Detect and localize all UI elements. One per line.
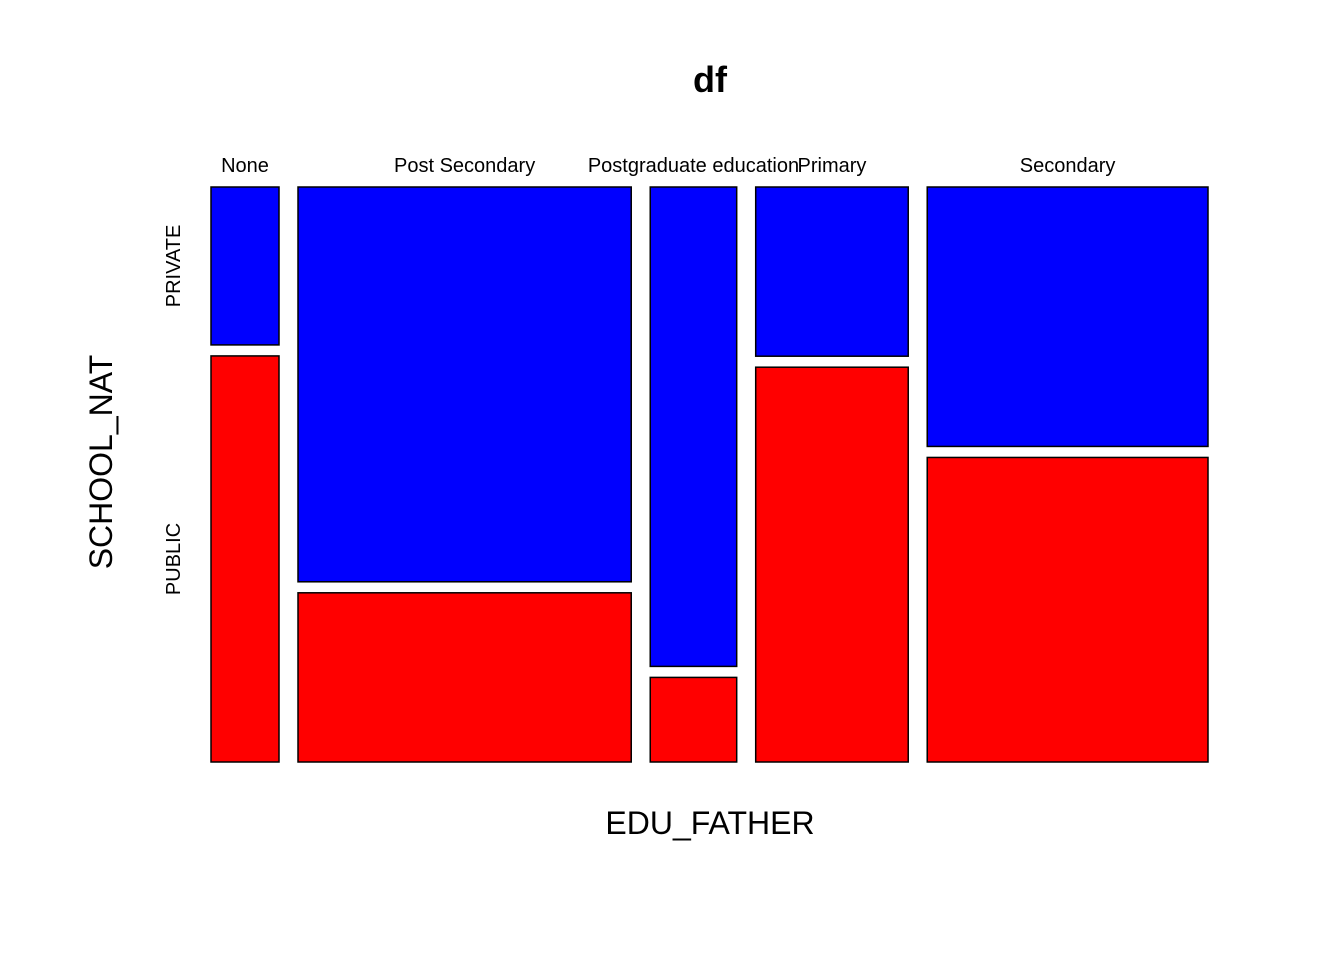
- row-label-private: PRIVATE: [163, 225, 185, 308]
- mosaic-tiles: [210, 186, 1209, 763]
- tile-post-secondary-public: [297, 592, 632, 763]
- chart-title: df: [693, 59, 728, 100]
- tile-postgraduate-education-private: [649, 186, 738, 668]
- tile-none-private: [210, 186, 280, 346]
- column-label-secondary: Secondary: [1020, 155, 1116, 177]
- tile-secondary-private: [926, 186, 1209, 448]
- column-label-post-secondary: Post Secondary: [394, 155, 535, 177]
- tile-secondary-public: [926, 456, 1209, 763]
- column-labels: None Post Secondary Postgraduate education…: [221, 155, 1115, 177]
- tile-primary-public: [754, 366, 909, 763]
- column-label-primary: Primary: [798, 155, 867, 177]
- y-axis-title: SCHOOL_NAT: [83, 355, 119, 570]
- tile-none-public: [210, 355, 280, 763]
- tile-post-secondary-private: [297, 186, 632, 583]
- x-axis-title: EDU_FATHER: [605, 805, 814, 841]
- tile-primary-private: [754, 186, 909, 357]
- column-label-postgraduate-education: Postgraduate education: [588, 155, 799, 177]
- row-labels: PRIVATE PUBLIC: [163, 225, 185, 595]
- row-label-public: PUBLIC: [163, 523, 185, 595]
- column-label-none: None: [221, 155, 269, 177]
- tile-postgraduate-education-public: [649, 676, 738, 763]
